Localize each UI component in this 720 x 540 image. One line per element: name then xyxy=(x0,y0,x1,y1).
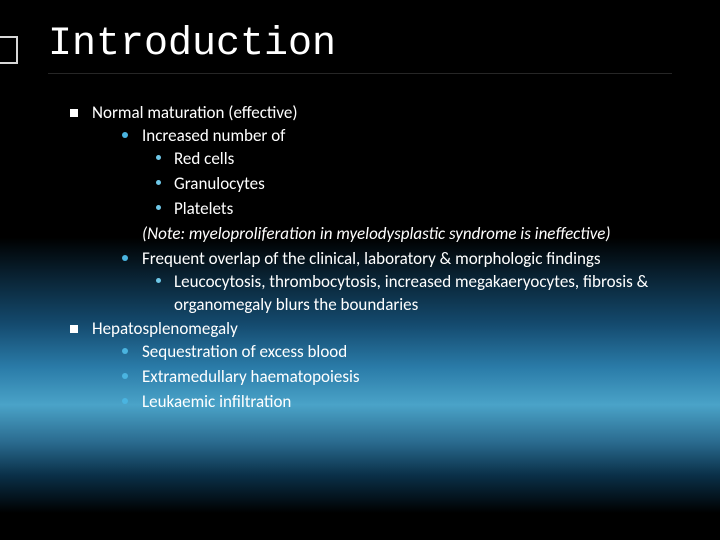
list-item-text: Frequent overlap of the clinical, labora… xyxy=(142,248,601,269)
list-item-text: Normal maturation (effective) xyxy=(92,102,298,123)
list-item-text: Red cells xyxy=(174,148,234,169)
bullet-list-level2: Increased number of Red cells Granulocyt… xyxy=(92,125,672,317)
list-item: Sequestration of excess blood xyxy=(142,341,672,364)
list-item: Frequent overlap of the clinical, labora… xyxy=(142,248,672,317)
list-item: Hepatosplenomegaly Sequestration of exce… xyxy=(92,318,672,414)
list-item-text: Granulocytes xyxy=(174,173,265,194)
list-item: Leukaemic infiltration xyxy=(142,391,672,414)
title-underline xyxy=(48,73,672,74)
list-item-text: Increased number of xyxy=(142,125,285,146)
list-item: Increased number of Red cells Granulocyt… xyxy=(142,125,672,221)
list-item-text: Leukaemic infiltration xyxy=(142,391,291,412)
list-item-text: Hepatosplenomegaly xyxy=(92,318,238,339)
list-item-text: Platelets xyxy=(174,198,233,219)
bullet-list-level3: Red cells Granulocytes Platelets xyxy=(142,148,672,221)
slide: Introduction Normal maturation (effectiv… xyxy=(0,0,720,540)
bullet-list-level1: Normal maturation (effective) Increased … xyxy=(48,102,672,414)
list-item: Normal maturation (effective) Increased … xyxy=(92,102,672,316)
list-item: Red cells xyxy=(174,148,672,171)
list-item: Extramedullary haematopoiesis xyxy=(142,366,672,389)
list-item: Granulocytes xyxy=(174,173,672,196)
list-item: Leucocytosis, thrombocytosis, increased … xyxy=(174,271,672,317)
bullet-list-level3: Leucocytosis, thrombocytosis, increased … xyxy=(142,271,672,317)
slide-title: Introduction xyxy=(48,22,672,67)
list-item: Platelets xyxy=(174,198,672,221)
list-item-text: Extramedullary haematopoiesis xyxy=(142,366,360,387)
list-item-note: (Note: myeloproliferation in myelodyspla… xyxy=(142,223,672,246)
list-item-text: Sequestration of excess blood xyxy=(142,341,347,362)
list-item-text: Leucocytosis, thrombocytosis, increased … xyxy=(174,271,648,315)
slide-content: Normal maturation (effective) Increased … xyxy=(48,102,672,414)
bullet-list-level2: Sequestration of excess blood Extramedul… xyxy=(92,341,672,414)
list-item-text: (Note: myeloproliferation in myelodyspla… xyxy=(142,223,611,244)
